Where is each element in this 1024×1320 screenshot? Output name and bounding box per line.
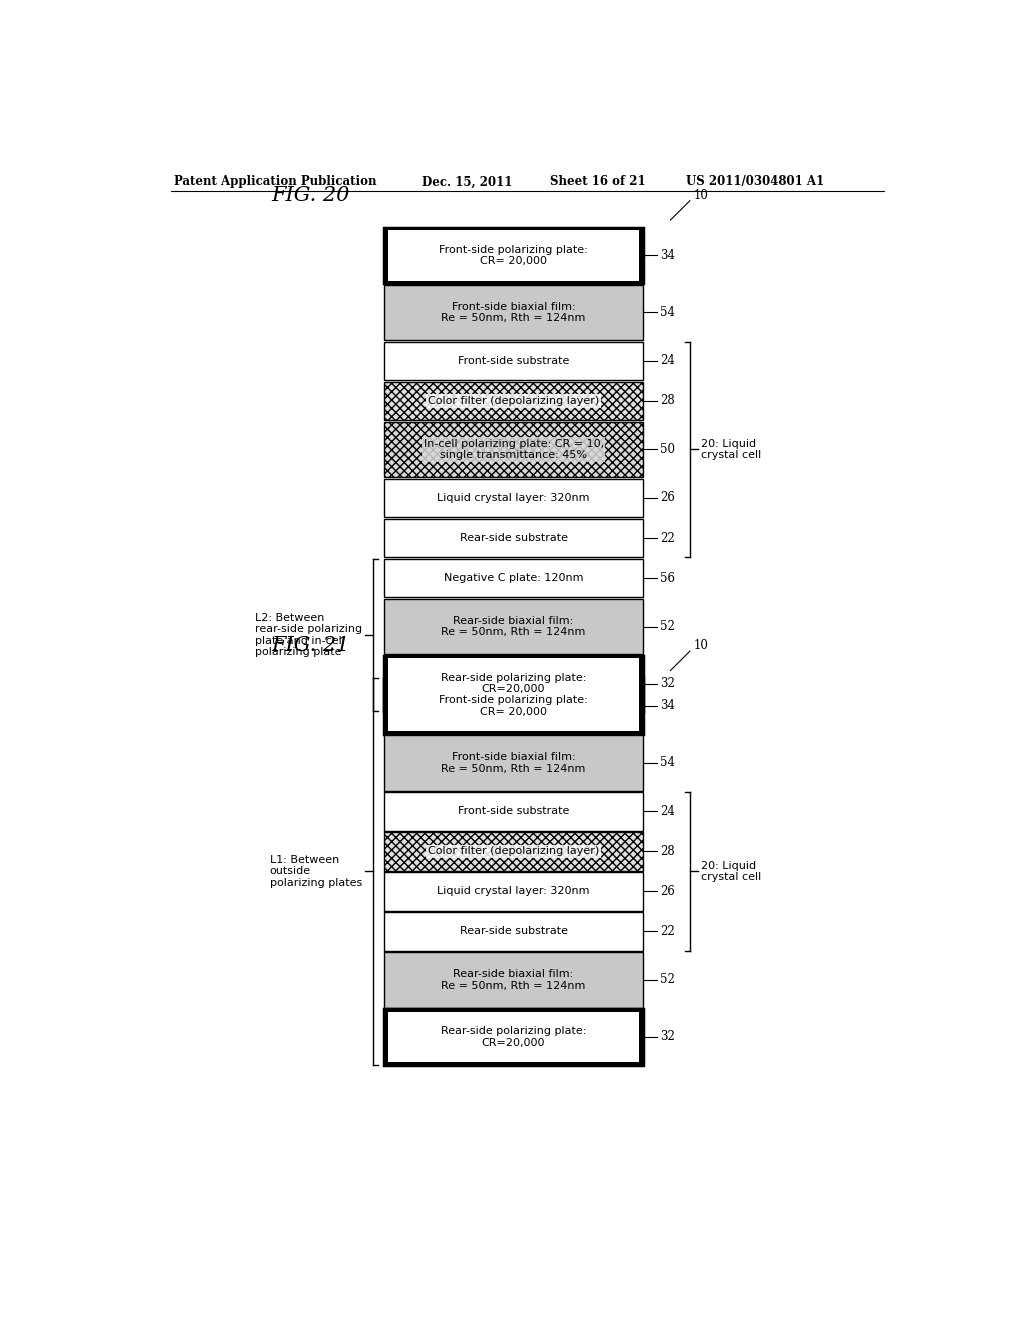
- Text: 22: 22: [660, 532, 675, 545]
- Text: Rear-side polarizing plate:
CR=20,000: Rear-side polarizing plate: CR=20,000: [441, 1026, 587, 1048]
- Bar: [384, 1010, 643, 1065]
- Text: 24: 24: [660, 354, 675, 367]
- Text: 26: 26: [660, 884, 675, 898]
- Bar: [384, 735, 643, 791]
- Text: Color filter (depolarizing layer): Color filter (depolarizing layer): [428, 396, 599, 407]
- Bar: [384, 285, 643, 341]
- Text: FIG. 20: FIG. 20: [271, 186, 350, 205]
- Text: Front-side polarizing plate:
CR= 20,000: Front-side polarizing plate: CR= 20,000: [439, 696, 588, 717]
- Text: 10: 10: [693, 189, 709, 202]
- Text: Rear-side biaxial film:
Re = 50nm, Rth = 124nm: Rear-side biaxial film: Re = 50nm, Rth =…: [441, 615, 586, 638]
- Text: Color filter (depolarizing layer): Color filter (depolarizing layer): [428, 846, 599, 857]
- Text: Front-side substrate: Front-side substrate: [458, 807, 569, 816]
- Text: Front-side biaxial film:
Re = 50nm, Rth = 124nm: Front-side biaxial film: Re = 50nm, Rth …: [441, 752, 586, 774]
- Bar: [384, 792, 643, 830]
- Text: L2: Between
rear-side polarizing
plate and in-cell
polarizing plate: L2: Between rear-side polarizing plate a…: [255, 612, 362, 657]
- Text: 50: 50: [660, 444, 676, 455]
- Text: Dec. 15, 2011: Dec. 15, 2011: [423, 176, 513, 189]
- Text: Rear-side polarizing plate:
CR=20,000: Rear-side polarizing plate: CR=20,000: [441, 673, 587, 694]
- Text: 52: 52: [660, 620, 675, 634]
- Text: 32: 32: [660, 677, 675, 690]
- Text: Patent Application Publication: Patent Application Publication: [174, 176, 377, 189]
- Text: 28: 28: [660, 845, 675, 858]
- Text: Liquid crystal layer: 320nm: Liquid crystal layer: 320nm: [437, 887, 590, 896]
- Text: Negative C plate: 120nm: Negative C plate: 120nm: [443, 573, 584, 583]
- Bar: [384, 381, 643, 420]
- Text: 24: 24: [660, 805, 675, 818]
- Text: In-cell polarizing plate: CR = 10,
single transmittance: 45%: In-cell polarizing plate: CR = 10, singl…: [424, 438, 603, 461]
- Text: 26: 26: [660, 491, 675, 504]
- Bar: [384, 952, 643, 1007]
- Text: 10: 10: [693, 639, 709, 652]
- Bar: [384, 678, 643, 734]
- Bar: [384, 479, 643, 517]
- Bar: [384, 342, 643, 380]
- Text: Rear-side biaxial film:
Re = 50nm, Rth = 124nm: Rear-side biaxial film: Re = 50nm, Rth =…: [441, 969, 586, 991]
- Text: Rear-side substrate: Rear-side substrate: [460, 533, 567, 543]
- Text: 54: 54: [660, 306, 676, 319]
- Text: Rear-side substrate: Rear-side substrate: [460, 927, 567, 936]
- Text: 28: 28: [660, 395, 675, 408]
- Bar: [384, 832, 643, 871]
- Bar: [384, 656, 643, 711]
- Bar: [388, 230, 639, 281]
- Bar: [384, 599, 643, 655]
- Text: 32: 32: [660, 1031, 675, 1044]
- Text: 34: 34: [660, 249, 676, 261]
- Text: 52: 52: [660, 973, 675, 986]
- Bar: [388, 1012, 639, 1063]
- Text: 20: Liquid
crystal cell: 20: Liquid crystal cell: [700, 861, 761, 882]
- Text: FIG. 21: FIG. 21: [271, 636, 350, 655]
- Bar: [384, 422, 643, 478]
- Text: Front-side polarizing plate:
CR= 20,000: Front-side polarizing plate: CR= 20,000: [439, 244, 588, 267]
- Bar: [384, 558, 643, 597]
- Text: 20: Liquid
crystal cell: 20: Liquid crystal cell: [700, 438, 761, 461]
- Bar: [388, 659, 639, 709]
- Bar: [384, 873, 643, 911]
- Bar: [384, 519, 643, 557]
- Text: US 2011/0304801 A1: US 2011/0304801 A1: [686, 176, 824, 189]
- Bar: [384, 227, 643, 284]
- Text: Front-side biaxial film:
Re = 50nm, Rth = 124nm: Front-side biaxial film: Re = 50nm, Rth …: [441, 301, 586, 323]
- Bar: [388, 681, 639, 731]
- Text: 22: 22: [660, 925, 675, 939]
- Text: Sheet 16 of 21: Sheet 16 of 21: [550, 176, 646, 189]
- Text: 34: 34: [660, 700, 676, 713]
- Text: 54: 54: [660, 756, 676, 770]
- Bar: [384, 912, 643, 950]
- Text: Liquid crystal layer: 320nm: Liquid crystal layer: 320nm: [437, 492, 590, 503]
- Text: 56: 56: [660, 572, 676, 585]
- Text: Front-side substrate: Front-side substrate: [458, 356, 569, 366]
- Text: L1: Between
outside
polarizing plates: L1: Between outside polarizing plates: [269, 855, 362, 888]
